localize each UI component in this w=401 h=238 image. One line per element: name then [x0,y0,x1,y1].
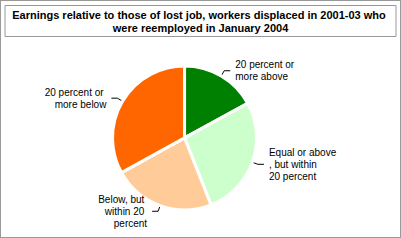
svg-text:20 percent or: 20 percent or [45,87,107,98]
svg-text:more below: more below [55,99,107,110]
svg-text:more above: more above [235,71,288,82]
svg-text:20 percent or: 20 percent or [235,59,297,70]
svg-text:, but within: , but within [269,159,320,170]
svg-text:Earnings relative to those of: Earnings relative to those of lost job, … [12,9,389,21]
svg-text:within 20: within 20 [104,206,147,217]
svg-text:Equal or above: Equal or above [269,147,337,158]
svg-text:were reemployed in January 200: were reemployed in January 2004 [112,22,289,34]
svg-text:percent: percent [114,218,148,229]
svg-text:20 percent: 20 percent [269,171,316,182]
svg-text:Below, but: Below, but [98,194,147,205]
